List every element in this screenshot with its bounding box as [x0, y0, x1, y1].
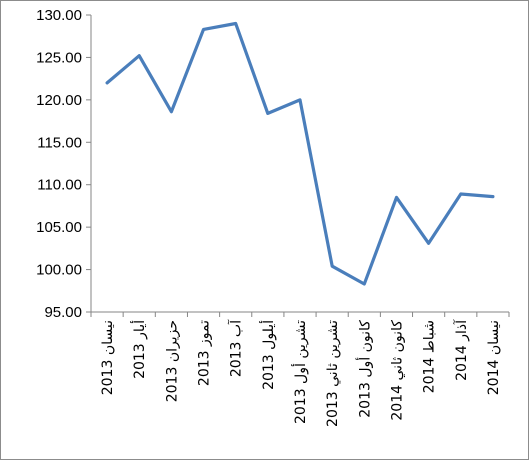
x-tick-label: نيسان 2013	[100, 320, 116, 395]
y-tick-label: 110.00	[37, 177, 82, 194]
x-tick-label: شباط 2014	[422, 320, 438, 393]
series	[105, 21, 495, 286]
x-tick-label: تشرين أول 2013	[291, 320, 309, 424]
series-line	[105, 21, 495, 286]
x-axis: نيسان 2013 أيار 2013 حزيران 2013 تموز 2013 آ…	[90, 311, 510, 427]
x-tick-label: آب 2013	[228, 319, 245, 377]
x-tick-label: كانون أول 2013	[355, 320, 373, 418]
y-tick-label: 105.00	[36, 219, 82, 236]
x-tick-label: نيسان 2014	[486, 320, 502, 395]
y-tick-label: 95.00	[44, 304, 82, 321]
y-tick-label: 125.00	[36, 49, 82, 66]
x-tick-label: أيار 2013	[130, 320, 148, 379]
y-tick-label: 120.00	[36, 92, 82, 109]
y-axis: 95.00 100.00 105.00 110.00 115.00 120.00 125.0…	[36, 7, 92, 321]
x-tick-label: تشرين ثاني 2013	[325, 320, 341, 427]
x-tick-label: حزيران 2013	[164, 320, 180, 402]
x-tick-label: تموز 2013	[197, 320, 213, 386]
x-tick-label: أيلول 2013	[259, 320, 277, 390]
y-tick-label: 130.00	[36, 7, 82, 24]
x-tick-label: آذار 2014	[453, 319, 470, 381]
x-tick-label: كانون ثاني 2014	[389, 320, 405, 421]
y-tick-label: 115.00	[37, 134, 82, 151]
y-tick-label: 100.00	[36, 262, 82, 279]
